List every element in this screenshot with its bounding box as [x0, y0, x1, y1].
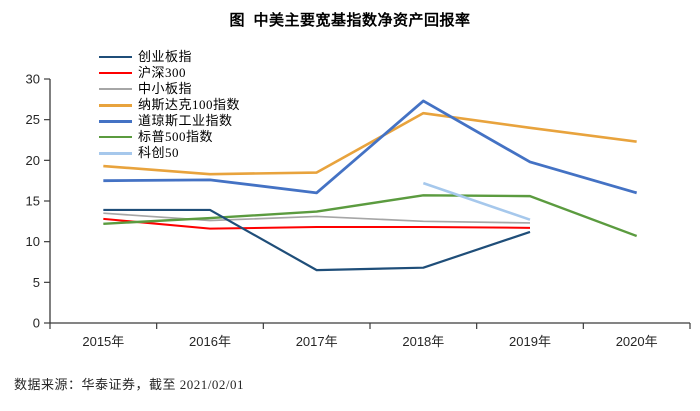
legend-line-swatch: [99, 151, 132, 155]
legend-label: 创业板指: [138, 49, 193, 64]
y-axis-label: 30: [26, 72, 40, 87]
series-line-1: [103, 208, 531, 272]
y-axis-label: 10: [26, 234, 40, 249]
y-axis-label: 5: [33, 275, 40, 290]
x-axis-label: 2019年: [509, 334, 551, 349]
legend-line-swatch: [99, 72, 132, 74]
legend-item: 沪深300: [99, 65, 240, 81]
x-axis-label: 2017年: [296, 334, 338, 349]
legend-label: 科创50: [138, 145, 180, 160]
chart-title: 图 中美主要宽基指数净资产回报率: [229, 13, 471, 29]
chart-legend: 创业板指 沪深300 中小板指 纳斯达克100指数 道琼斯工业指数 标普500指数 科创50: [99, 49, 240, 161]
legend-item: 纳斯达克100指数: [99, 97, 240, 113]
legend-label: 中小板指: [138, 81, 193, 96]
legend-item: 创业板指: [99, 49, 240, 65]
legend-label: 沪深300: [138, 65, 187, 80]
series-line-4: [103, 111, 637, 176]
y-axis-label: 15: [26, 194, 40, 209]
y-axis-label: 20: [26, 153, 40, 168]
x-axis-label: 2018年: [402, 334, 444, 349]
series-line-6: [103, 194, 638, 238]
source-note: 数据来源：华泰证券，截至 2021/02/01: [14, 377, 244, 392]
x-axis-label: 2016年: [189, 334, 231, 349]
x-axis-label: 2015年: [82, 334, 124, 349]
legend-item: 科创50: [99, 145, 240, 161]
series-line-2: [103, 217, 531, 230]
series-line-3: [103, 212, 531, 224]
legend-item: 标普500指数: [99, 129, 240, 145]
legend-line-swatch: [99, 88, 132, 90]
y-axis-label: 25: [26, 112, 40, 127]
legend-item: 道琼斯工业指数: [99, 113, 240, 129]
legend-line-swatch: [99, 119, 132, 123]
x-axis-label: 2020年: [616, 334, 658, 349]
legend-item: 中小板指: [99, 81, 240, 97]
legend-line-swatch: [99, 56, 132, 58]
series-line-5: [103, 99, 638, 195]
legend-label: 道琼斯工业指数: [138, 113, 233, 128]
y-axis-label: 0: [33, 316, 40, 331]
legend-label: 标普500指数: [138, 129, 214, 144]
legend-line-swatch: [99, 136, 132, 138]
legend-line-swatch: [99, 103, 132, 107]
series-line-7: [422, 181, 531, 221]
legend-label: 纳斯达克100指数: [138, 97, 241, 112]
